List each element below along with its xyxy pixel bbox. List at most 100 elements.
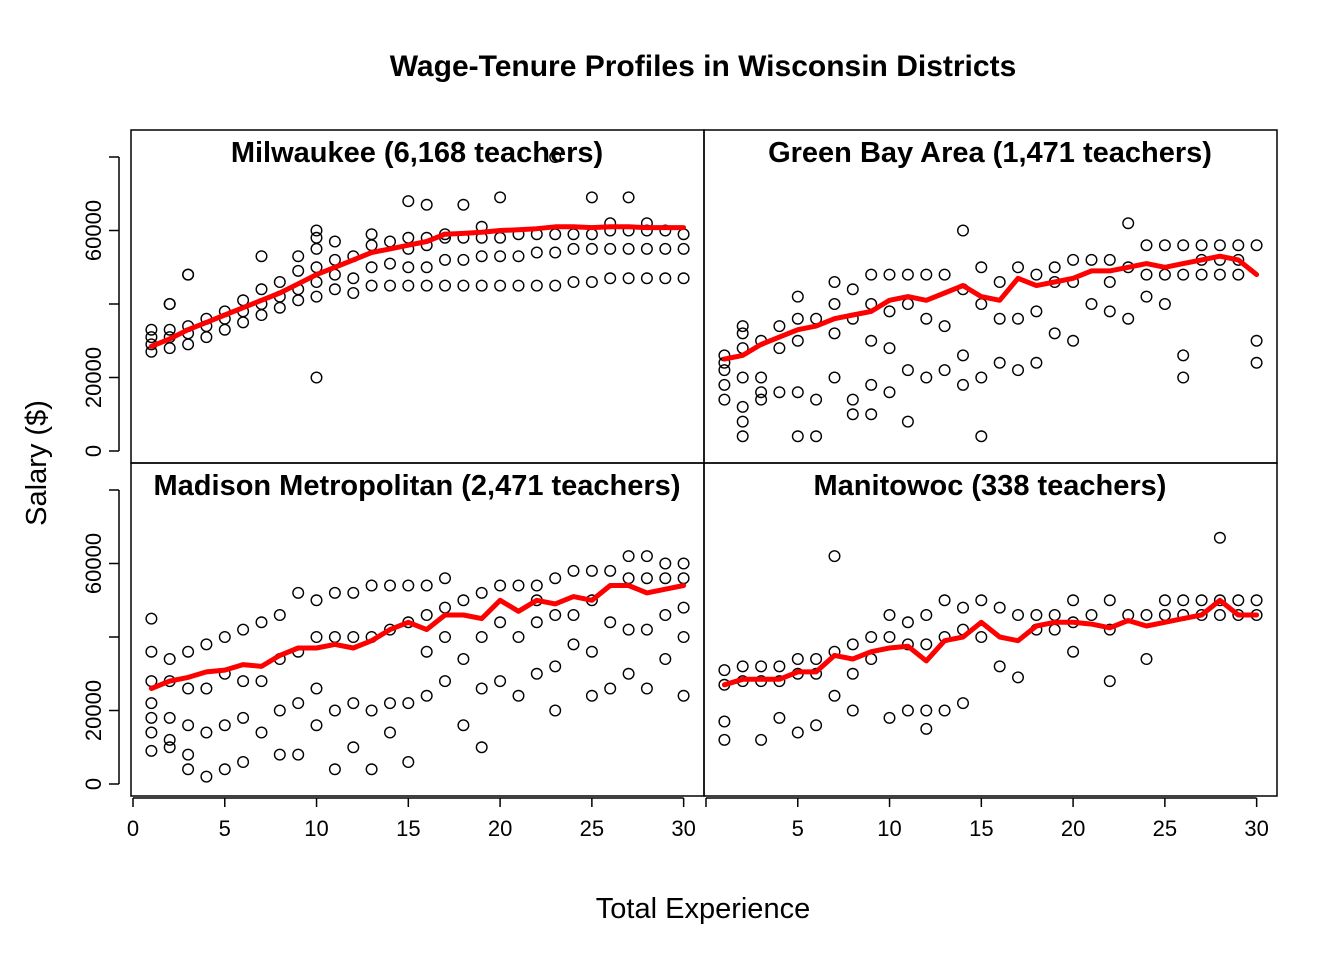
data-point [1030, 609, 1043, 622]
data-point [549, 609, 562, 622]
data-point [957, 224, 970, 237]
x-tick-label: 15 [969, 816, 993, 841]
data-point [145, 645, 158, 658]
data-point [365, 261, 378, 274]
data-point [718, 715, 731, 728]
data-point [1213, 268, 1226, 281]
data-point [567, 228, 580, 241]
data-point [328, 586, 341, 599]
data-point [938, 594, 951, 607]
data-point [773, 320, 786, 333]
data-point [828, 550, 841, 563]
data-point [810, 393, 823, 406]
data-point [1030, 356, 1043, 369]
data-point [384, 697, 397, 710]
data-point [1067, 253, 1080, 266]
data-point [255, 309, 268, 322]
data-point [567, 242, 580, 255]
data-point [145, 726, 158, 739]
data-point [773, 342, 786, 355]
data-point [457, 253, 470, 266]
data-point [549, 246, 562, 259]
data-point [530, 579, 543, 592]
data-point [494, 231, 507, 244]
data-point [1067, 594, 1080, 607]
data-point [755, 386, 768, 399]
x-tick-label: 10 [304, 816, 328, 841]
x-tick-label: 10 [877, 816, 901, 841]
data-point [1177, 239, 1190, 252]
data-point [659, 572, 672, 585]
data-point [567, 609, 580, 622]
data-point [659, 272, 672, 285]
data-point [494, 279, 507, 292]
data-point [292, 586, 305, 599]
x-tick-label: 15 [396, 816, 420, 841]
data-point [865, 378, 878, 391]
data-point [736, 371, 749, 384]
data-point [585, 228, 598, 241]
data-point [975, 371, 988, 384]
data-point [865, 408, 878, 421]
data-point [439, 253, 452, 266]
data-point [1103, 305, 1116, 318]
data-point [328, 235, 341, 248]
data-point [718, 364, 731, 377]
data-point [773, 386, 786, 399]
data-point [920, 371, 933, 384]
data-point [1030, 305, 1043, 318]
data-point [420, 261, 433, 274]
data-point [182, 748, 195, 761]
data-point [920, 704, 933, 717]
data-point [420, 279, 433, 292]
data-point [273, 609, 286, 622]
data-point [365, 704, 378, 717]
data-point [365, 239, 378, 252]
data-point [1140, 239, 1153, 252]
data-point [1140, 268, 1153, 281]
data-point [347, 697, 360, 710]
data-point [218, 763, 231, 776]
data-point [182, 719, 195, 732]
data-point [292, 294, 305, 307]
data-point [828, 276, 841, 289]
data-point [384, 726, 397, 739]
data-point [585, 689, 598, 702]
data-point [200, 726, 213, 739]
data-point [975, 261, 988, 274]
data-point [365, 279, 378, 292]
data-point [292, 697, 305, 710]
data-point [920, 722, 933, 735]
data-point [218, 323, 231, 336]
data-point [901, 268, 914, 281]
data-point [163, 733, 176, 746]
panel-madison-frame [130, 462, 705, 797]
panel-milwaukee-frame [130, 129, 705, 464]
data-point [402, 231, 415, 244]
data-point [718, 393, 731, 406]
data-point [475, 250, 488, 263]
data-point [512, 631, 525, 644]
data-point [677, 689, 690, 702]
data-point [475, 631, 488, 644]
data-point [993, 276, 1006, 289]
data-point [718, 378, 731, 391]
data-point [604, 616, 617, 629]
data-point [622, 623, 635, 636]
chart-title: Wage-Tenure Profiles in Wisconsin Distri… [390, 50, 1017, 83]
data-point [1012, 261, 1025, 274]
data-point [1195, 594, 1208, 607]
y-tick-label: 0 [81, 445, 106, 457]
data-point [846, 667, 859, 680]
x-tick-label: 20 [488, 816, 512, 841]
data-point [310, 224, 323, 237]
y-axis-label: Salary ($) [21, 400, 53, 526]
data-point [1213, 609, 1226, 622]
data-point [920, 609, 933, 622]
data-point [567, 638, 580, 651]
data-point [791, 430, 804, 443]
data-point [883, 268, 896, 281]
data-point [457, 719, 470, 732]
data-point [494, 191, 507, 204]
data-point [310, 231, 323, 244]
